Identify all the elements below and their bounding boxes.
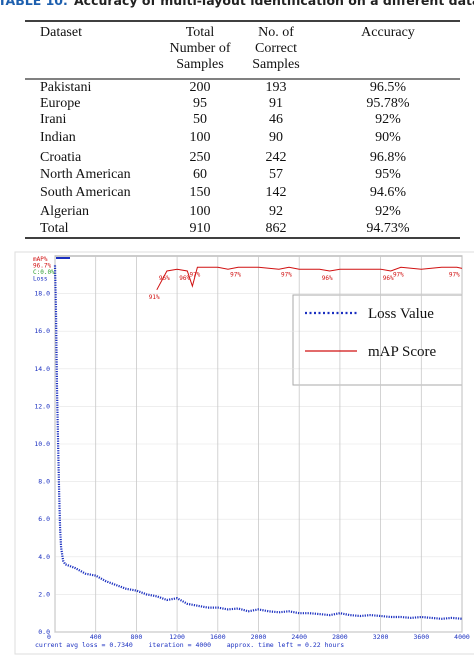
y-tick-label: 4.0 <box>38 553 50 561</box>
corner-label: Loss <box>33 276 48 283</box>
table-cell: 200 <box>190 80 211 95</box>
x-tick-label: 2800 <box>332 633 348 641</box>
table-cell: 60 <box>193 167 207 182</box>
table-header: Dataset <box>40 25 82 40</box>
corner-label: mAP% <box>33 256 48 263</box>
table-cell: 90 <box>269 130 283 145</box>
table-cell: 193 <box>266 80 287 95</box>
table-cell: 100 <box>190 130 211 145</box>
table-cell: 142 <box>266 185 287 200</box>
x-tick-label: 400 <box>90 633 102 641</box>
corner-label: 96.7% <box>33 263 51 270</box>
data-label: 96% <box>159 275 170 282</box>
table-header: Accuracy <box>361 25 415 40</box>
data-label: 96% <box>383 275 394 282</box>
x-tick-label: 2000 <box>251 633 267 641</box>
x-tick-label: 1200 <box>169 633 185 641</box>
data-label: 97% <box>189 271 200 278</box>
table-cell: Algerian <box>40 204 89 219</box>
table-cell: 90% <box>375 130 401 145</box>
table-cell: Total <box>40 221 69 236</box>
legend-label: Loss Value <box>368 306 434 322</box>
table-cell: 57 <box>269 167 283 182</box>
y-tick-label: 6.0 <box>38 515 50 523</box>
map-line <box>156 266 463 291</box>
x-tick-label: 2400 <box>291 633 307 641</box>
y-tick-label: 8.0 <box>38 478 50 486</box>
table-cell: 46 <box>269 112 283 127</box>
table-caption-text: Accuracy of multi-layout identification … <box>74 0 474 8</box>
data-label: 97% <box>393 271 404 278</box>
table-caption-label: TABLE 10. <box>0 0 68 8</box>
table-cell: 96.5% <box>370 80 407 95</box>
table-cell: 242 <box>266 150 287 165</box>
x-tick-label: 4000 <box>454 633 470 641</box>
y-tick-label: 10.0 <box>34 440 50 448</box>
x-tick-label: 800 <box>131 633 143 641</box>
legend-label: mAP Score <box>368 344 437 360</box>
table-cell: Pakistani <box>40 80 91 95</box>
table-cell: Europe <box>40 96 80 111</box>
table-cell: Irani <box>40 112 67 127</box>
table-header: Samples <box>176 57 223 72</box>
status-line: current avg loss = 0.7340 iteration = 40… <box>35 641 344 649</box>
table-header: Correct <box>255 41 297 56</box>
table-cell: Croatia <box>40 150 82 165</box>
table-header: Samples <box>252 57 299 72</box>
table-cell: 95% <box>375 167 401 182</box>
table-cell: 94.6% <box>370 185 407 200</box>
data-label: 96% <box>179 275 190 282</box>
x-tick-label: 3600 <box>413 633 429 641</box>
table-cell: 92 <box>269 204 283 219</box>
x-tick-label: 1600 <box>210 633 226 641</box>
table-cell: 862 <box>266 221 287 236</box>
table-header: No. of <box>258 25 294 40</box>
table-cell: 910 <box>190 221 211 236</box>
y-tick-label: 12.0 <box>34 402 50 410</box>
table-cell: 250 <box>190 150 211 165</box>
y-tick-label: 16.0 <box>34 327 50 335</box>
table-cell: 95 <box>193 96 207 111</box>
legend-box <box>292 294 463 386</box>
table-cell: 95.78% <box>366 96 410 111</box>
table-header: Total <box>186 25 215 40</box>
table-cell: 92% <box>375 204 401 219</box>
data-label: 97% <box>281 271 292 278</box>
x-tick-label: 3200 <box>373 633 389 641</box>
table-header: Number of <box>169 41 230 56</box>
table-cell: 96.8% <box>370 150 407 165</box>
data-label: 97% <box>449 271 460 278</box>
data-label: 91% <box>149 294 160 301</box>
data-label: 96% <box>322 275 333 282</box>
y-tick-label: 14.0 <box>34 365 50 373</box>
table-cell: Indian <box>40 130 76 145</box>
data-label: 97% <box>230 271 241 278</box>
table-cell: North American <box>40 167 131 182</box>
table-cell: 91 <box>269 96 283 111</box>
corner-label: C:0.0% <box>33 269 55 276</box>
loss-line <box>53 265 463 620</box>
y-tick-label: 0.0 <box>38 628 50 636</box>
table-cell: 100 <box>190 204 211 219</box>
table-cell: 150 <box>190 185 211 200</box>
y-tick-label: 18.0 <box>34 290 50 298</box>
table-cell: 94.73% <box>366 221 410 236</box>
table-cell: 50 <box>193 112 207 127</box>
table-cell: South American <box>40 185 131 200</box>
x-tick-label: 0 <box>47 633 51 641</box>
y-tick-label: 2.0 <box>38 590 50 598</box>
table-cell: 92% <box>375 112 401 127</box>
